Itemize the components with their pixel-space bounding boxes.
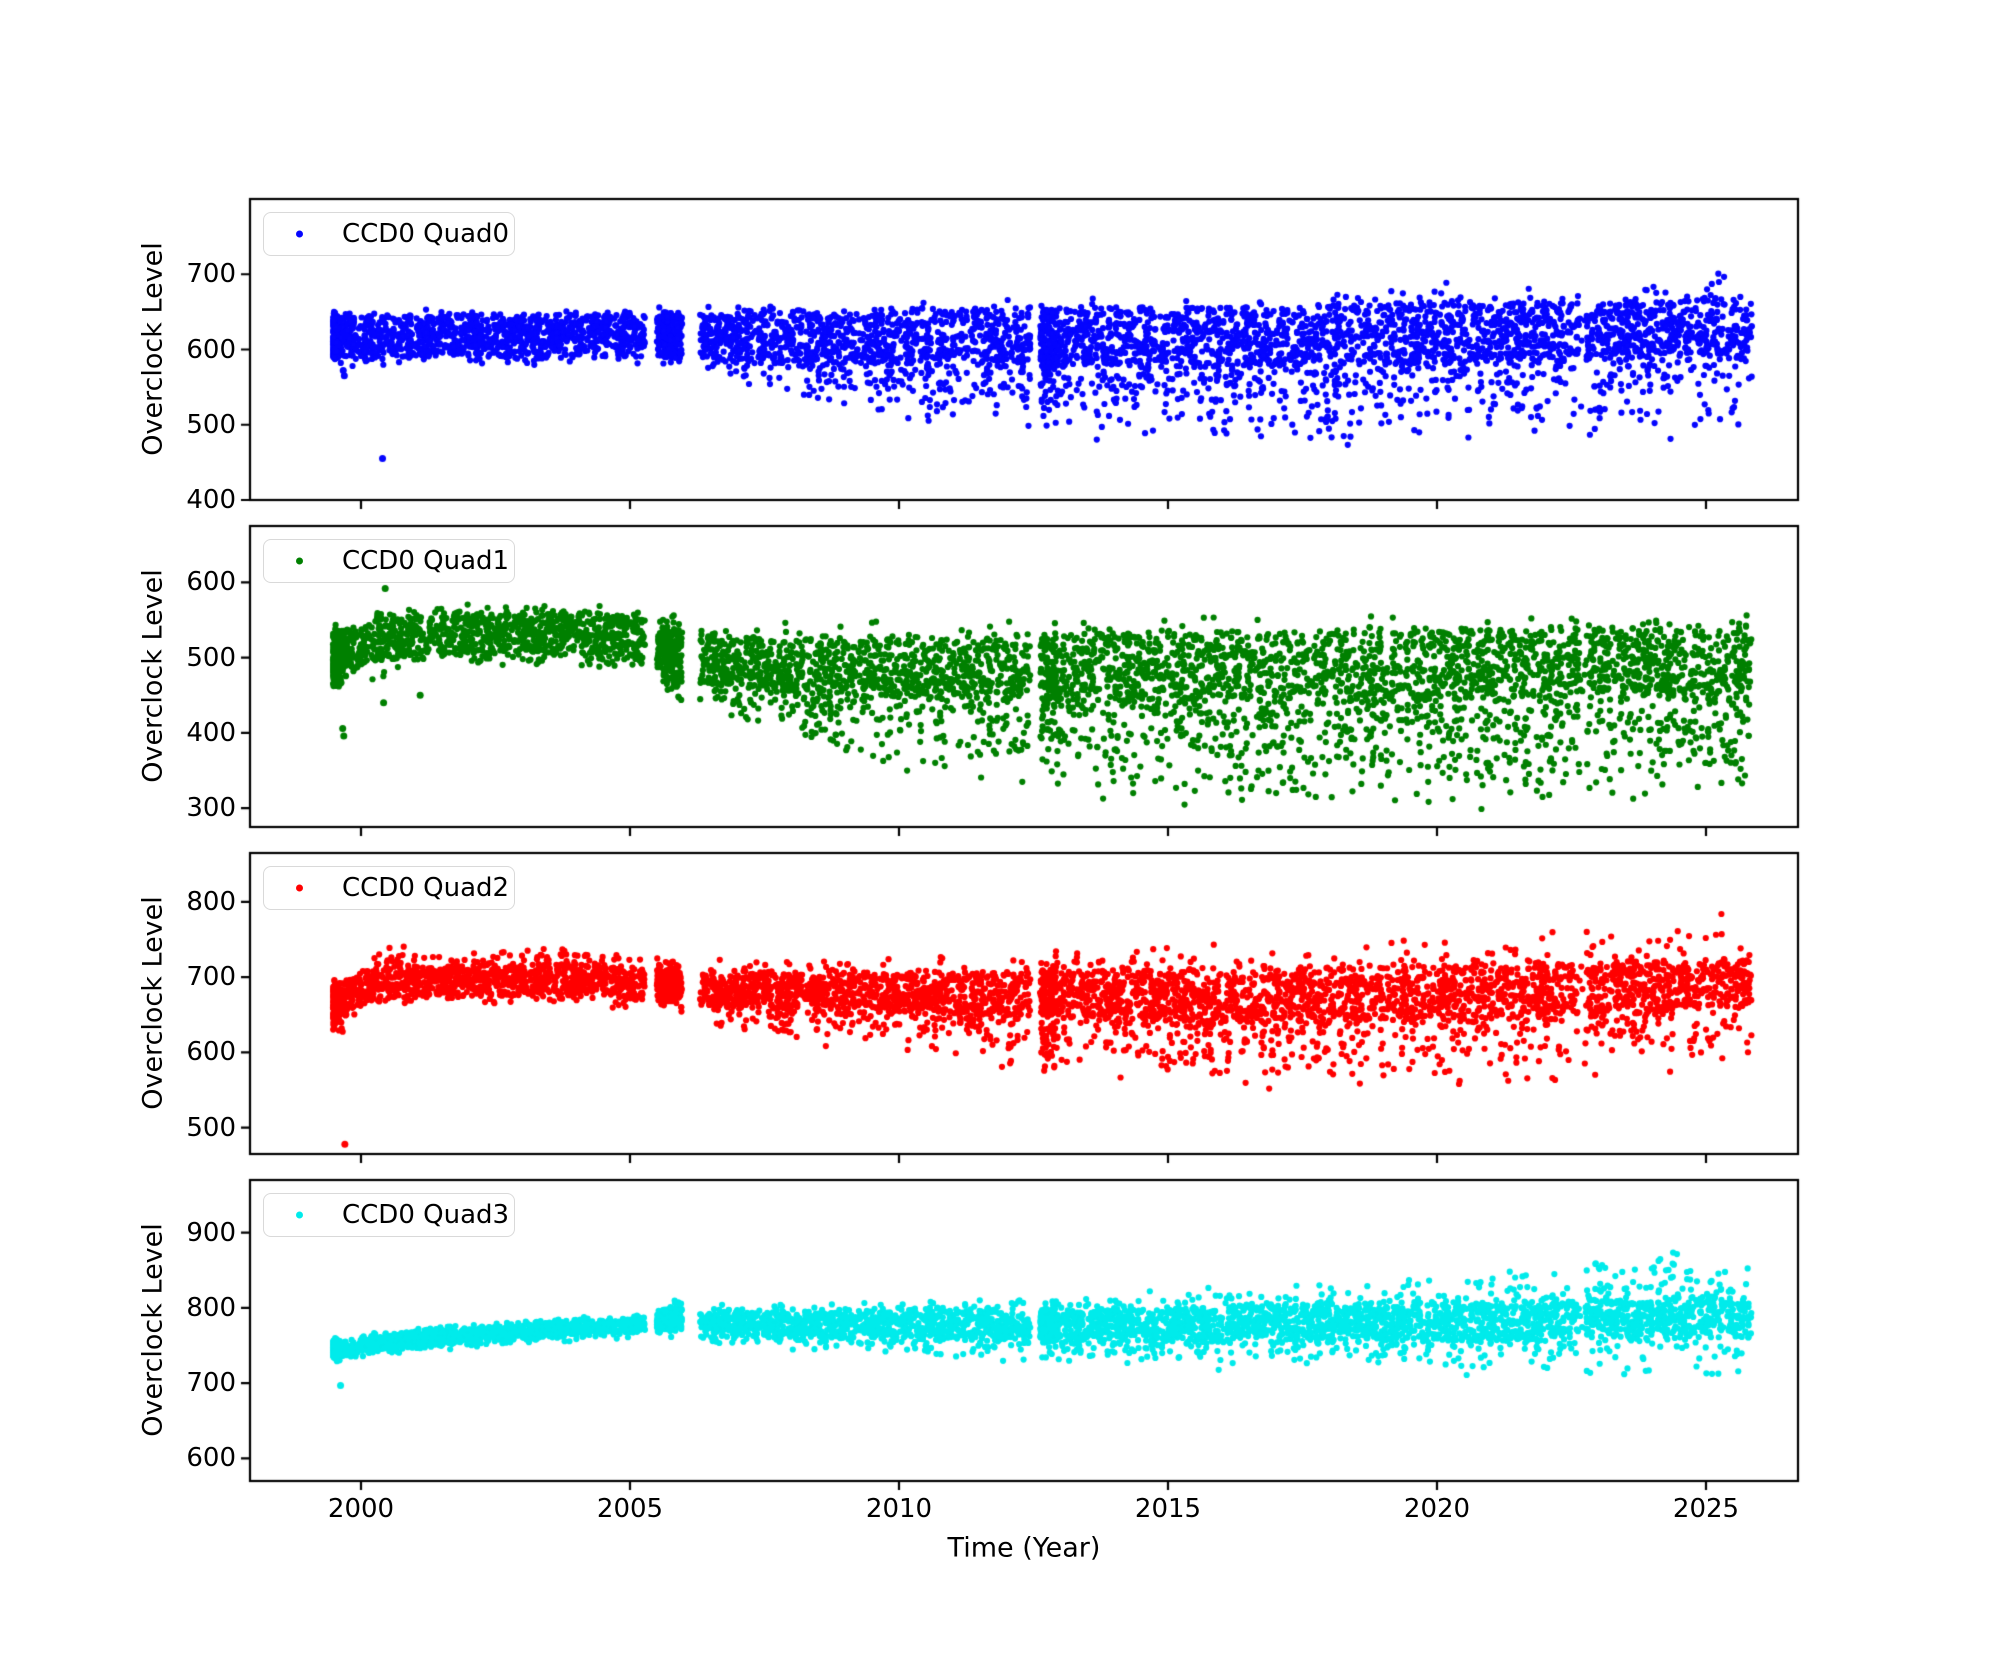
legend-quad3: CCD0 Quad3 (263, 1193, 515, 1237)
legend-label-quad2: CCD0 Quad2 (342, 873, 510, 903)
y-axis-label-quad2: Overclock Level (137, 896, 169, 1110)
legend-quad1: CCD0 Quad1 (263, 539, 515, 583)
legend-quad0: CCD0 Quad0 (263, 212, 515, 256)
legend-marker-dot-quad1 (296, 557, 303, 565)
y-tick-label: 900 (186, 1217, 236, 1248)
y-tick-label: 500 (186, 642, 236, 673)
legend-marker-dot-quad2 (296, 884, 303, 892)
y-tick-label: 400 (186, 485, 236, 515)
y-tick-label: 800 (186, 886, 236, 917)
x-tick-label: 2020 (1403, 1494, 1471, 1524)
y-tick-label: 600 (186, 1037, 236, 1068)
x-tick-label: 2010 (865, 1494, 933, 1524)
y-axis-label-quad1: Overclock Level (137, 569, 169, 783)
x-tick-label: 2005 (596, 1494, 664, 1524)
y-tick-label: 500 (186, 409, 236, 440)
x-tick-label: 2000 (327, 1494, 395, 1524)
y-tick-label: 600 (186, 567, 236, 598)
legend-label-quad3: CCD0 Quad3 (342, 1200, 510, 1230)
y-tick-label: 600 (186, 1443, 236, 1474)
legend-quad2: CCD0 Quad2 (263, 866, 515, 910)
y-tick-label: 700 (186, 962, 236, 993)
legend-label-quad1: CCD0 Quad1 (342, 546, 510, 576)
legend-marker-dot-quad0 (296, 230, 303, 238)
x-tick-label: 2015 (1134, 1494, 1202, 1524)
y-tick-label: 500 (186, 1112, 236, 1143)
y-tick-label: 700 (186, 1368, 236, 1399)
y-tick-label: 700 (186, 259, 236, 290)
y-tick-label: 400 (186, 717, 236, 748)
y-axis-label-quad0: Overclock Level (137, 242, 169, 456)
y-tick-label: 600 (186, 334, 236, 365)
x-tick-label: 2025 (1672, 1494, 1740, 1524)
legend-label-quad0: CCD0 Quad0 (342, 219, 510, 249)
y-tick-label: 800 (186, 1292, 236, 1323)
x-axis-label: Time (Year) (947, 1532, 1101, 1564)
legend-marker-dot-quad3 (296, 1211, 303, 1219)
y-tick-label: 300 (186, 793, 236, 824)
y-axis-label-quad3: Overclock Level (137, 1223, 169, 1437)
